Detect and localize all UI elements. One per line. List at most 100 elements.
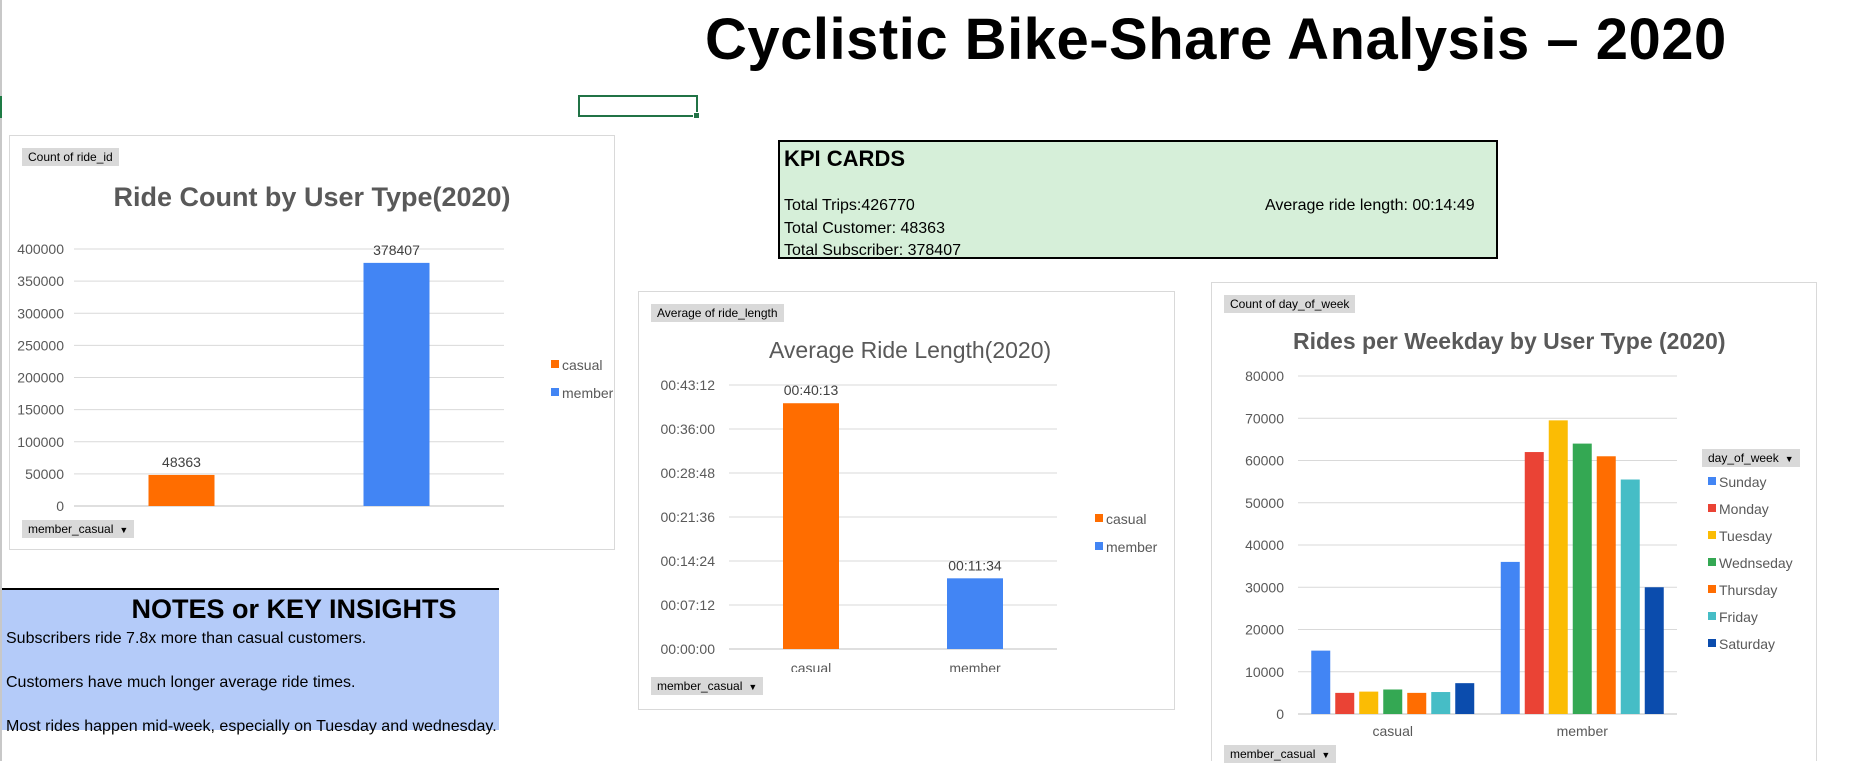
value-field-button[interactable]: Count of ride_id xyxy=(22,148,119,166)
notes-heading: NOTES or KEY INSIGHTS xyxy=(131,594,457,624)
legend-label: Tuesday xyxy=(1719,528,1772,544)
legend-label: Friday xyxy=(1719,609,1758,625)
sheet-row-marker xyxy=(0,96,2,118)
data-label: 00:40:13 xyxy=(784,382,839,398)
bar-member-thursday xyxy=(1596,456,1616,714)
kpi-total-customer: Total Customer: 48363 xyxy=(784,220,945,237)
chart-title: Rides per Weekday by User Type (2020) xyxy=(1293,328,1726,354)
y-tick-label: 250000 xyxy=(17,337,64,353)
bar-casual-friday xyxy=(1431,692,1451,714)
bar-casual-wednseday xyxy=(1383,689,1403,714)
legend-swatch xyxy=(1708,639,1716,647)
rides-per-weekday-plot: 0 10000 20000 30000 40000 50000 60000 70000 8000… xyxy=(1245,368,1677,739)
data-label: 48363 xyxy=(162,454,201,470)
y-tick-label: 200000 xyxy=(17,370,64,386)
legend-swatch xyxy=(1095,542,1103,550)
bar-member-wednseday xyxy=(1572,443,1592,714)
average-ride-length-plot: 00:00:00 00:07:12 00:14:24 00:21:36 00:28:48… xyxy=(661,377,1158,672)
y-tick-label: 0 xyxy=(56,498,64,514)
weekday-legend: Sunday Monday Tuesday Wednseday Thursday Frid… xyxy=(1708,474,1793,652)
bar-member-monday xyxy=(1524,452,1544,714)
y-tick-label: 80000 xyxy=(1245,368,1284,384)
legend-field-button[interactable]: day_of_week ▼ xyxy=(1702,449,1800,467)
value-field-button[interactable]: Average of ride_length xyxy=(651,304,784,322)
bar-casual-monday xyxy=(1335,692,1355,714)
legend-label: Saturday xyxy=(1719,636,1775,652)
bar-member-friday xyxy=(1620,479,1640,714)
axis-field-label: member_casual xyxy=(657,679,743,693)
kpi-average-ride-length: Average ride length: 00:14:49 xyxy=(1265,197,1475,214)
page-title: Cyclistic Bike-Share Analysis – 2020 xyxy=(705,7,1727,72)
y-tick-label: 400000 xyxy=(17,241,64,257)
kpi-total-subscriber: Total Subscriber: 378407 xyxy=(784,242,961,259)
bar-casual xyxy=(148,474,215,506)
value-field-button[interactable]: Count of day_of_week xyxy=(1224,295,1356,313)
y-tick-label: 150000 xyxy=(17,402,64,418)
bar-member-tuesday xyxy=(1548,420,1568,714)
legend-swatch xyxy=(1708,477,1716,485)
average-ride-length-chart[interactable]: Average of ride_length Average Ride Leng… xyxy=(638,291,1175,710)
dropdown-arrow-icon: ▼ xyxy=(1321,750,1331,760)
legend-label: casual xyxy=(562,357,602,373)
note-line: Most rides happen mid-week, especially o… xyxy=(6,718,497,735)
notes-box: NOTES or KEY INSIGHTS Subscribers ride 7… xyxy=(2,588,499,735)
axis-field-button[interactable]: member_casual ▼ xyxy=(651,677,764,695)
selected-cell[interactable] xyxy=(578,95,700,119)
axis-field-label: member_casual xyxy=(1230,747,1316,761)
y-tick-label: 00:28:48 xyxy=(661,465,716,481)
y-tick-label: 00:36:00 xyxy=(661,421,716,437)
legend-swatch xyxy=(551,388,559,396)
fill-handle[interactable] xyxy=(693,112,700,119)
y-tick-label: 50000 xyxy=(25,466,64,482)
x-category-label: member xyxy=(1557,723,1609,739)
y-tick-label: 10000 xyxy=(1245,664,1284,680)
bar-member-sunday xyxy=(1500,561,1520,714)
legend-swatch xyxy=(1708,504,1716,512)
dropdown-arrow-icon: ▼ xyxy=(119,525,129,535)
axis-field-button[interactable]: member_casual ▼ xyxy=(1224,745,1337,763)
chart-title: Average Ride Length(2020) xyxy=(769,337,1052,363)
legend-label: Thursday xyxy=(1719,582,1777,598)
y-tick-label: 00:21:36 xyxy=(661,509,716,525)
y-tick-label: 00:00:00 xyxy=(661,641,716,657)
chart-title: Ride Count by User Type(2020) xyxy=(113,182,511,212)
y-tick-label: 20000 xyxy=(1245,622,1284,638)
y-tick-label: 350000 xyxy=(17,273,64,289)
y-tick-label: 00:14:24 xyxy=(661,553,716,569)
legend-swatch xyxy=(1708,612,1716,620)
legend-label: member xyxy=(562,385,614,401)
y-tick-label: 30000 xyxy=(1245,579,1284,595)
dropdown-arrow-icon: ▼ xyxy=(1784,454,1794,464)
y-tick-label: 70000 xyxy=(1245,410,1284,426)
rides-per-weekday-chart[interactable]: Count of day_of_week Rides per Weekday b… xyxy=(1211,282,1817,763)
legend-label: member xyxy=(1106,539,1158,555)
y-tick-label: 60000 xyxy=(1245,453,1284,469)
kpi-total-trips: Total Trips:426770 xyxy=(784,197,915,214)
axis-field-button[interactable]: member_casual ▼ xyxy=(22,520,135,538)
x-category-label: casual xyxy=(1373,723,1413,739)
legend-label: Sunday xyxy=(1719,474,1766,490)
sheet-left-edge xyxy=(0,0,2,761)
bar-casual-thursday xyxy=(1407,692,1427,714)
y-tick-label: 0 xyxy=(1276,706,1284,722)
note-line: Subscribers ride 7.8x more than casual c… xyxy=(6,630,367,647)
bar-casual-sunday xyxy=(1311,650,1331,714)
note-line: Customers have much longer average ride … xyxy=(6,674,356,691)
legend-label: Monday xyxy=(1719,501,1769,517)
legend-swatch xyxy=(551,360,559,368)
y-tick-label: 300000 xyxy=(17,305,64,321)
bar-casual-tuesday xyxy=(1359,691,1379,714)
y-tick-label: 00:43:12 xyxy=(661,377,716,393)
bar-member-saturday xyxy=(1644,587,1664,714)
y-tick-label: 40000 xyxy=(1245,537,1284,553)
legend-swatch xyxy=(1708,531,1716,539)
data-label: 00:11:34 xyxy=(948,557,1002,573)
bar-casual xyxy=(783,403,839,649)
legend-swatch xyxy=(1708,558,1716,566)
kpi-heading: KPI CARDS xyxy=(784,146,906,171)
legend-label: Wednseday xyxy=(1719,555,1793,571)
axis-field-label: member_casual xyxy=(28,522,114,536)
x-category-label: member xyxy=(949,660,1001,672)
data-label: 378407 xyxy=(373,242,420,258)
ride-count-chart[interactable]: Count of ride_id Ride Count by User Type… xyxy=(9,135,615,550)
